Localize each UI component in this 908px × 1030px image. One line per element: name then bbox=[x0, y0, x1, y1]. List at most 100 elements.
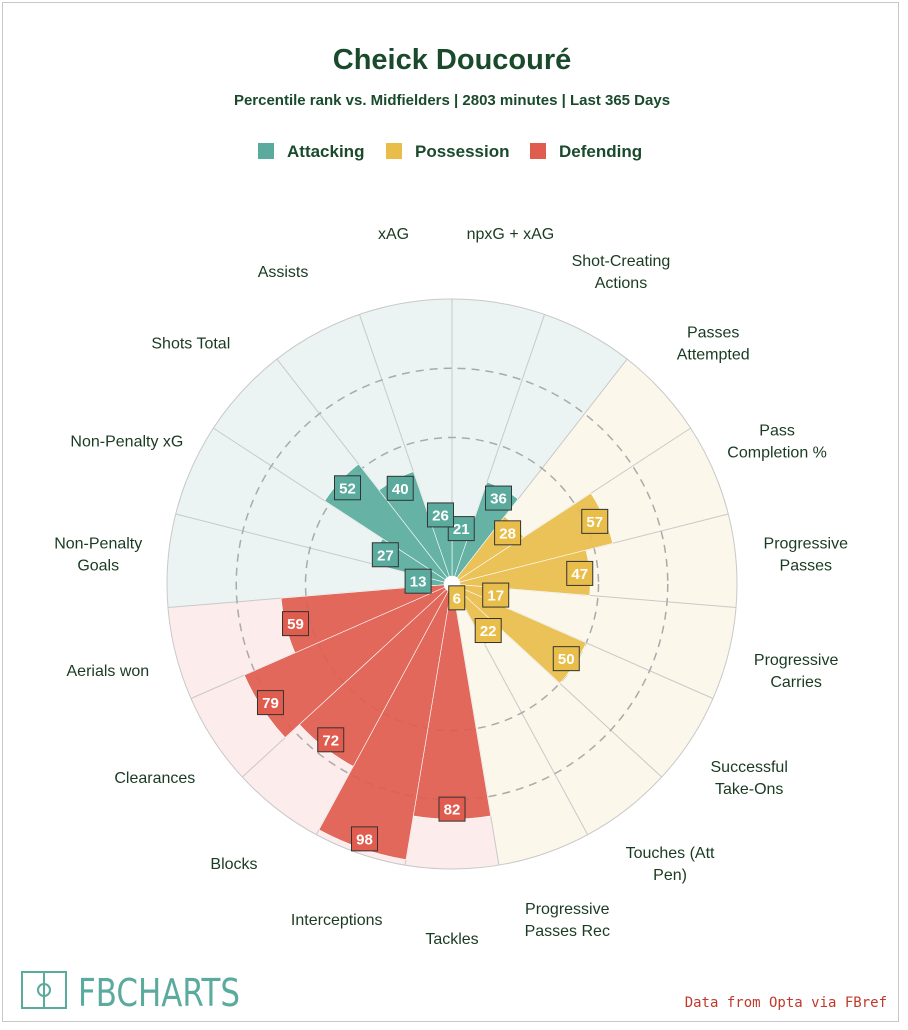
value-box bbox=[482, 582, 510, 608]
sector-bg-touches-att-pen bbox=[455, 589, 662, 835]
value-label-progressive-carries: 17 bbox=[482, 582, 510, 608]
value-label-progressive-passes: 47 bbox=[566, 560, 594, 586]
sector-bg-npxg-xag bbox=[452, 299, 545, 577]
legend-item-defending: Defending bbox=[530, 142, 642, 161]
value-label-shots-total: 52 bbox=[333, 475, 361, 501]
value-label-assists: 40 bbox=[386, 475, 414, 501]
value-text: 47 bbox=[571, 566, 588, 583]
value-box bbox=[256, 690, 284, 716]
value-box bbox=[474, 618, 502, 644]
category-label-shots-total: Shots Total bbox=[151, 336, 230, 353]
category-label-touches-att-pen: Touches (Att Pen) bbox=[626, 845, 715, 884]
category-label-npxg-xag: npxG + xAG bbox=[467, 226, 555, 243]
value-text: 17 bbox=[487, 588, 504, 605]
category-label-non-penalty-xg: Non-Penalty xG bbox=[70, 433, 183, 450]
legend-item-possession: Possession bbox=[386, 142, 510, 161]
value-label-pass-completion: 57 bbox=[581, 508, 609, 534]
value-labels: 21 36 28 57 47 17 50 22 6 82 98 72 79 59 13 27 52 40 26 bbox=[256, 475, 609, 852]
value-box bbox=[438, 796, 466, 822]
legend-label: Defending bbox=[559, 142, 642, 161]
value-box bbox=[552, 646, 580, 672]
value-label-progressive-passes-rec: 6 bbox=[448, 585, 466, 611]
value-label-blocks: 72 bbox=[317, 727, 345, 753]
legend-label: Possession bbox=[415, 142, 510, 161]
value-text: 40 bbox=[392, 481, 409, 498]
chart-title: Cheick Doucouré bbox=[333, 44, 572, 76]
category-label-tackles: Tackles bbox=[425, 931, 478, 948]
value-text: 22 bbox=[480, 623, 497, 640]
value-text: 82 bbox=[444, 802, 461, 819]
category-label-passes-attempted: Passes Attempted bbox=[677, 325, 750, 364]
logo-text: FBCHARTS bbox=[78, 971, 240, 1015]
value-text: 59 bbox=[287, 616, 304, 633]
legend-label: Attacking bbox=[287, 142, 364, 161]
value-label-successful-take-ons: 50 bbox=[552, 646, 580, 672]
value-text: 36 bbox=[490, 491, 507, 508]
value-text: 21 bbox=[453, 521, 470, 538]
legend-swatch bbox=[386, 143, 402, 159]
category-label-aerials-won: Aerials won bbox=[67, 663, 150, 680]
legend-swatch bbox=[530, 143, 546, 159]
value-box bbox=[426, 502, 454, 528]
value-label-non-penalty-goals: 13 bbox=[404, 568, 432, 594]
value-box bbox=[317, 727, 345, 753]
value-box bbox=[566, 560, 594, 586]
value-text: 79 bbox=[262, 695, 279, 712]
category-label-clearances: Clearances bbox=[114, 770, 195, 787]
value-text: 27 bbox=[377, 547, 394, 564]
value-label-interceptions: 98 bbox=[351, 826, 379, 852]
value-text: 72 bbox=[322, 732, 339, 749]
bar-aerials-won bbox=[280, 584, 446, 654]
value-box bbox=[282, 611, 310, 637]
value-label-touches-att-pen: 22 bbox=[474, 618, 502, 644]
value-box bbox=[581, 508, 609, 534]
category-label-progressive-carries: Progressive Carries bbox=[754, 652, 839, 691]
category-label-interceptions: Interceptions bbox=[291, 912, 383, 929]
value-box bbox=[386, 475, 414, 501]
legend-swatch bbox=[258, 143, 274, 159]
value-box bbox=[371, 542, 399, 568]
value-text: 57 bbox=[586, 514, 603, 531]
value-text: 13 bbox=[410, 574, 427, 591]
legend: Attacking Possession Defending bbox=[258, 142, 642, 161]
category-label-successful-take-ons: Successful Take-Ons bbox=[711, 759, 788, 798]
value-label-xag: 26 bbox=[426, 502, 454, 528]
value-text: 6 bbox=[453, 590, 461, 607]
bar-pass-completion bbox=[458, 492, 614, 583]
value-label-shot-creating-actions: 36 bbox=[485, 485, 513, 511]
value-label-non-penalty-xg: 27 bbox=[371, 542, 399, 568]
category-label-progressive-passes-rec: Progressive Passes Rec bbox=[525, 901, 610, 940]
sector-bg-progressive-carries bbox=[459, 584, 737, 699]
category-label-progressive-passes: Progressive Passes bbox=[764, 536, 849, 575]
value-box bbox=[494, 520, 522, 546]
fbcharts-logo: FBCHARTS bbox=[21, 971, 240, 1015]
category-label-shot-creating-actions: Shot-Creating Actions bbox=[572, 253, 671, 292]
value-box bbox=[351, 826, 379, 852]
sector-bg-progressive-passes-rec bbox=[453, 591, 588, 866]
bar-clearances bbox=[243, 586, 447, 739]
value-text: 50 bbox=[558, 651, 575, 668]
value-label-clearances: 79 bbox=[256, 690, 284, 716]
value-label-passes-attempted: 28 bbox=[494, 520, 522, 546]
chart-subtitle: Percentile rank vs. Midfielders | 2803 m… bbox=[234, 92, 670, 109]
category-label-pass-completion: Pass Completion % bbox=[727, 422, 827, 461]
value-label-tackles: 82 bbox=[438, 796, 466, 822]
value-text: 26 bbox=[432, 507, 449, 524]
category-label-assists: Assists bbox=[258, 264, 309, 281]
value-text: 28 bbox=[499, 525, 516, 542]
value-text: 98 bbox=[356, 831, 373, 848]
value-box bbox=[333, 475, 361, 501]
value-box bbox=[485, 485, 513, 511]
category-label-blocks: Blocks bbox=[210, 856, 257, 873]
category-label-xag: xAG bbox=[378, 226, 409, 243]
data-source-note: Data from Opta via FBref bbox=[685, 995, 887, 1011]
value-label-aerials-won: 59 bbox=[282, 611, 310, 637]
category-label-non-penalty-goals: Non-Penalty Goals bbox=[54, 536, 142, 575]
outer-ring bbox=[166, 298, 738, 870]
value-box bbox=[404, 568, 432, 594]
value-box bbox=[448, 585, 466, 611]
value-text: 52 bbox=[339, 480, 356, 497]
legend-item-attacking: Attacking bbox=[258, 142, 364, 161]
